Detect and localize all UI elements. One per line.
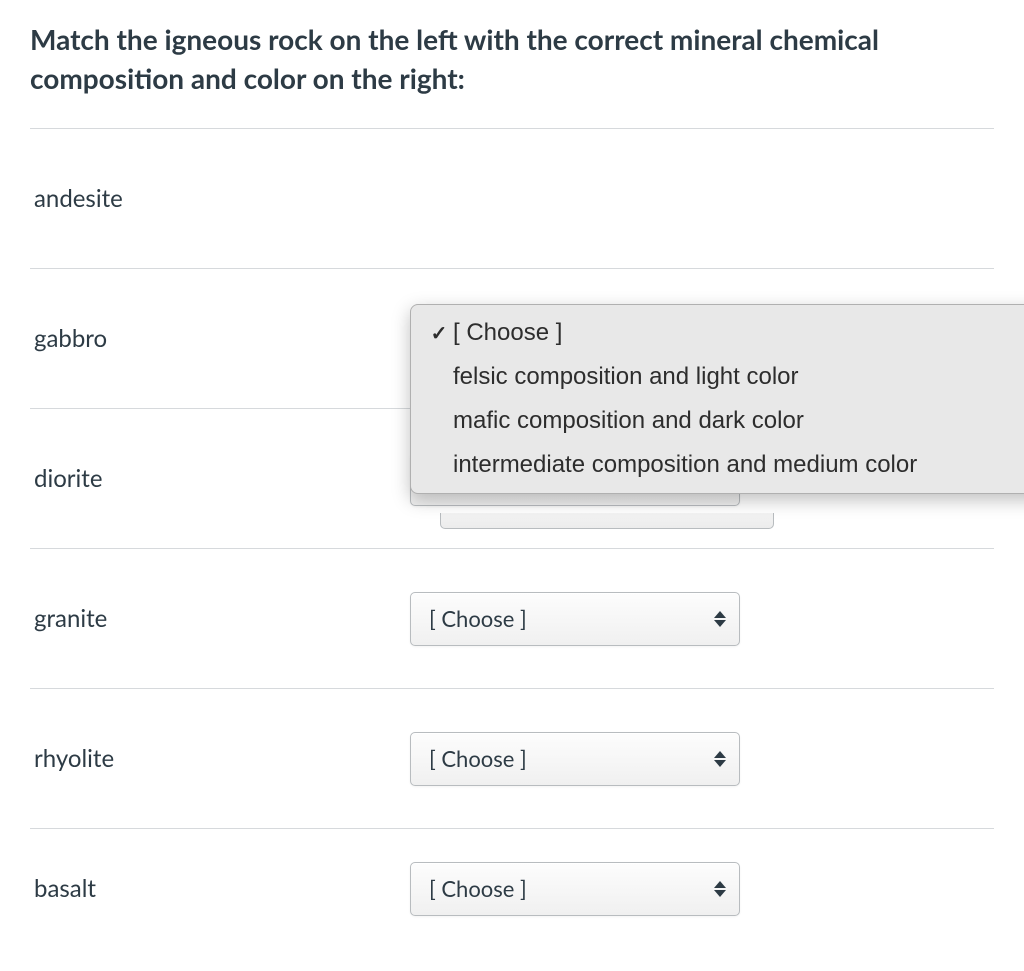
select-value: [ Choose ] xyxy=(429,605,527,632)
select-peek xyxy=(440,513,774,529)
composition-select[interactable]: [ Choose ] xyxy=(410,592,740,646)
rock-label: granite xyxy=(30,604,410,633)
option-text: intermediate composition and medium colo… xyxy=(453,451,1024,479)
dropdown-option-mafic[interactable]: mafic composition and dark color xyxy=(411,399,1024,443)
match-row-rhyolite: rhyolite [ Choose ] xyxy=(30,688,994,828)
select-wrapper: [ Choose ] xyxy=(410,732,740,786)
composition-select[interactable]: [ Choose ] xyxy=(410,862,740,916)
rock-label: diorite xyxy=(30,464,410,493)
dropdown-option-intermediate[interactable]: intermediate composition and medium colo… xyxy=(411,443,1024,487)
select-value: [ Choose ] xyxy=(429,745,527,772)
check-icon: ✓ xyxy=(425,321,453,346)
composition-select[interactable]: [ Choose ] xyxy=(410,732,740,786)
select-wrapper: [ Choose ] xyxy=(410,862,740,916)
option-text: felsic composition and light color xyxy=(453,363,1024,391)
option-text: [ Choose ] xyxy=(453,319,1024,347)
select-value: [ Choose ] xyxy=(429,875,527,902)
rock-label: andesite xyxy=(30,184,410,213)
select-wrapper: [ Choose ] xyxy=(410,592,740,646)
match-row-basalt: basalt [ Choose ] xyxy=(30,828,994,918)
rock-label: rhyolite xyxy=(30,744,410,773)
match-row-granite: granite [ Choose ] xyxy=(30,548,994,688)
dropdown-option-choose[interactable]: ✓ [ Choose ] xyxy=(411,311,1024,355)
rock-label: gabbro xyxy=(30,324,410,353)
question-title: Match the igneous rock on the left with … xyxy=(30,20,994,98)
dropdown-option-felsic[interactable]: felsic composition and light color xyxy=(411,355,1024,399)
matching-container: andesite [ Choose ] gabbro [ Choose ] di… xyxy=(30,128,994,918)
rock-label: basalt xyxy=(30,874,410,903)
match-row-andesite: andesite [ Choose ] xyxy=(30,128,994,268)
option-text: mafic composition and dark color xyxy=(453,407,1024,435)
dropdown-menu: ✓ [ Choose ] felsic composition and ligh… xyxy=(410,304,1024,494)
